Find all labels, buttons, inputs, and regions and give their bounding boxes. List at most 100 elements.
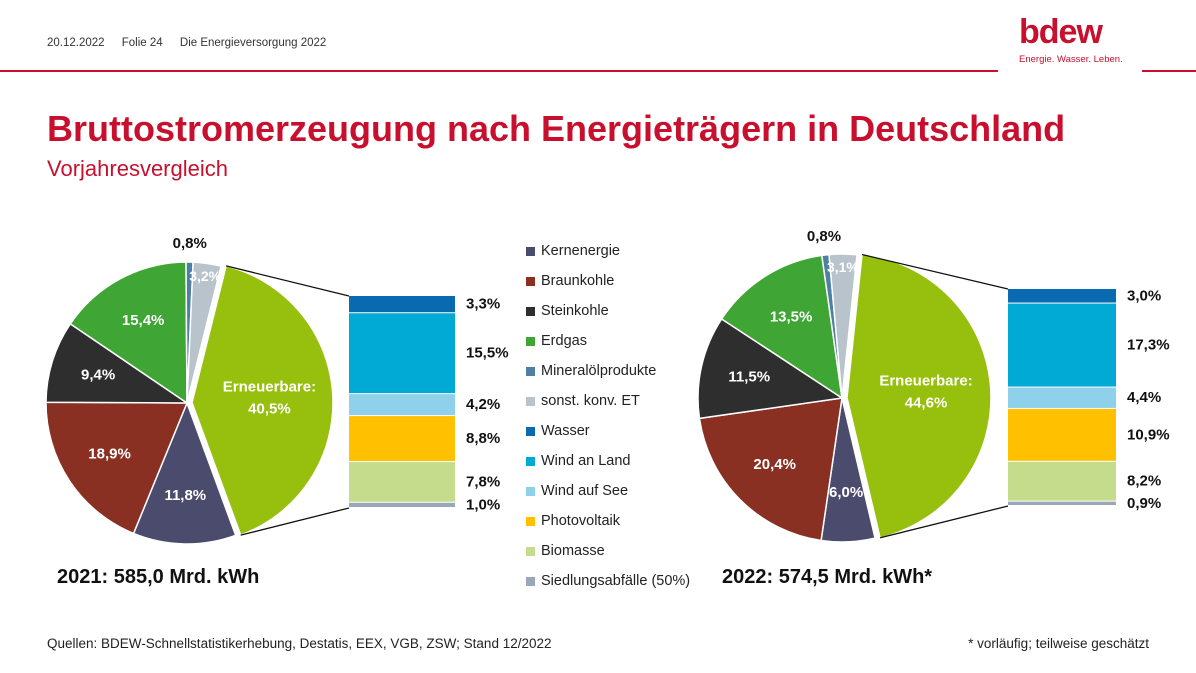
legend-label: Siedlungsabfälle (50%) [541,573,691,589]
header-rule-left [0,70,998,72]
bar-2021-segment-wind-an-land [349,313,455,394]
connector-2022-top [861,253,1009,290]
pie-2022-slice-erneuerbare [846,253,992,539]
bar-2022-label-wind-an-land: 17,3% [1127,337,1170,354]
legend-item-wind-auf-see: Wind auf See [526,476,690,506]
pie-2021-slice-steinkohle [45,322,190,404]
bar-2022-label-siedlungsabfaelle-50: 0,9% [1127,495,1161,512]
header-slide-number: Folie 24 [121,37,163,49]
legend-item-braunkohle: Braunkohle [526,266,690,296]
bar-2021-label-siedlungsabfaelle-50: 1,0% [466,496,500,513]
legend-item-kernenergie: Kernenergie [526,236,690,266]
header-deck-title: Die Energieversorgung 2022 [179,37,327,49]
bar-2021-segment-photovoltaik [349,416,455,462]
chart-legend: Kernenergie Braunkohle Steinkohle Erdgas Min… [526,236,690,596]
pie-2021-label-erneuerbare-title: Erneuerbare: [223,379,316,396]
legend-swatch [526,426,535,436]
legend-label: Kernenergie [541,243,620,259]
page-subtitle: Vorjahresvergleich [47,156,228,181]
legend-item-biomasse: Biomasse [526,536,690,566]
pie-2021-slice-kernenergie [132,400,237,545]
legend-swatch [526,366,535,376]
pie-2021-label-sonst-konv-et: 3,2% [189,268,221,284]
legend-label: Steinkohle [541,303,609,319]
legend-swatch [526,486,535,496]
bar-2022-segment-siedlungsabfaelle-50 [1008,501,1116,505]
bar-2022-segment-photovoltaik [1008,408,1116,461]
legend-swatch [526,456,535,466]
legend-label: Wind auf See [541,483,629,499]
legend-item-wind-an-land: Wind an Land [526,446,690,476]
legend-item-photovoltaik: Photovoltaik [526,506,690,536]
bar-2022-segment-wind-auf-see [1008,387,1116,408]
bar-2022-label-biomasse: 8,2% [1127,473,1161,490]
bdew-logo: bdew Energie. Wasser. Leben. [1019,14,1123,65]
legend-item-sonst-konv-et: sonst. konv. ET [526,386,690,416]
header-rule-right [1142,70,1196,72]
bar-2022-label-wind-auf-see: 4,4% [1127,389,1161,406]
bar-2022-segment-wind-an-land [1008,303,1116,387]
pie-2021-label-steinkohle: 9,4% [81,366,115,383]
header-date: 20.12.2022 [47,37,105,49]
legend-label: Braunkohle [541,273,615,289]
pie-2022-label-sonst-konv-et: 3,1% [827,259,859,275]
pie-2022-label-mineraloelprodukte: 0,8% [807,228,841,245]
pie-2021-label-mineraloelprodukte: 0,8% [173,235,207,252]
footer-note: * vorläufig; teilweise geschätzt [968,636,1149,651]
legend-swatch [526,306,535,316]
logo-tagline: Energie. Wasser. Leben. [1019,54,1123,65]
legend-item-steinkohle: Steinkohle [526,296,690,326]
pie-2022-slice-braunkohle [698,397,843,542]
legend-label: Erdgas [541,333,587,349]
legend-item-wasser: Wasser [526,416,690,446]
bar-2021-label-photovoltaik: 8,8% [466,430,500,447]
legend-swatch [526,336,535,346]
connector-2021-bottom [240,507,350,536]
pie-2021-slice-erdgas [69,261,188,405]
bar-2022-segment-wasser [1008,289,1116,303]
pie-2022-slice-steinkohle [697,317,845,420]
bar-2022-segment-biomasse [1008,461,1116,501]
bar-2021-label-wind-auf-see: 4,2% [466,396,500,413]
bar-2021-segment-siedlungsabfaelle-50 [349,502,455,507]
pie-2021-slice-sonst-konv-et [186,261,223,404]
bar-2021-segment-wind-auf-see [349,394,455,416]
legend-item-siedlungsabfaelle-50: Siedlungsabfälle (50%) [526,566,690,596]
pie-2022-slice-erdgas [720,254,843,400]
connector-2021-top [225,265,350,297]
pie-2022-label-erneuerbare: 44,6% [905,395,948,412]
pie-2021-label-erdgas: 15,4% [122,312,165,329]
bar-2021-label-biomasse: 7,8% [466,473,500,490]
pie-2022-label-braunkohle: 20,4% [753,456,796,473]
bar-2021-segment-biomasse [349,462,455,502]
pie-2022-label-kernenergie: 6,0% [829,484,863,501]
bar-2021-label-wind-an-land: 15,5% [466,345,509,362]
legend-label: Mineralölprodukte [541,363,657,379]
pie-2022-slice-sonst-konv-et [828,253,858,399]
bar-2022-label-photovoltaik: 10,9% [1127,426,1170,443]
page-title: Bruttostromerzeugung nach Energieträgern… [47,108,1066,149]
legend-item-mineraloelprodukte: Mineralölprodukte [526,356,690,386]
legend-label: sonst. konv. ET [541,393,640,409]
legend-label: Photovoltaik [541,513,620,529]
legend-swatch [526,546,535,556]
pie-2022-label-erneuerbare-title: Erneuerbare: [879,373,972,390]
bar-2021-label-wasser: 3,3% [466,296,500,313]
pie-2022-label-erdgas: 13,5% [770,309,813,326]
pie-2022-label-steinkohle: 11,5% [728,368,770,385]
pie-2021-label-erneuerbare: 40,5% [248,401,291,418]
pie-2021-label-kernenergie: 11,8% [164,487,206,504]
logo-wordmark: bdew [1019,13,1103,51]
legend-swatch [526,576,535,586]
legend-swatch [526,276,535,286]
legend-label: Biomasse [541,543,605,559]
total-2021: 2021: 585,0 Mrd. kWh [57,566,260,588]
legend-label: Wind an Land [541,453,631,469]
pie-2021-slice-braunkohle [45,401,189,535]
total-2022: 2022: 574,5 Mrd. kWh* [722,566,933,588]
legend-label: Wasser [541,423,590,439]
pie-2021-slice-erneuerbare [191,265,334,537]
pie-2021-label-braunkohle: 18,9% [88,446,131,463]
bar-2022-label-wasser: 3,0% [1127,287,1161,304]
